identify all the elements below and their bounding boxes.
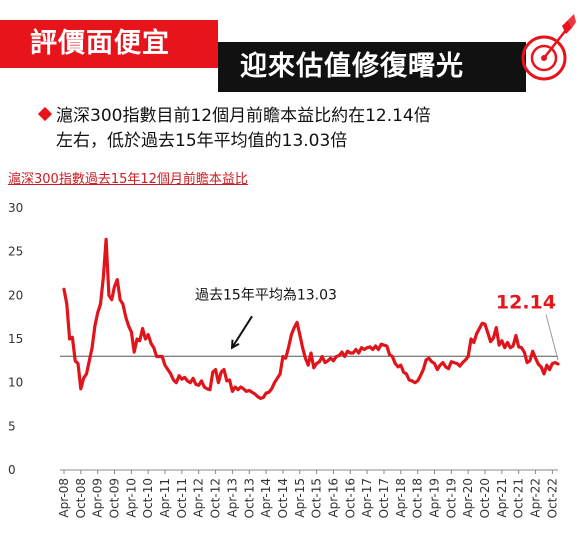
x-tick-label: Oct-20	[478, 478, 492, 518]
x-tick-label: Oct-16	[343, 478, 357, 518]
x-tick-label: Oct-11	[175, 478, 189, 518]
y-tick-label: 30	[8, 201, 23, 215]
x-tick-label: Apr-22	[529, 478, 543, 518]
average-annotation: 過去15年平均為13.03	[195, 288, 337, 304]
y-tick-label: 10	[8, 376, 23, 390]
x-tick-label: Apr-10	[124, 478, 138, 518]
x-tick-label: Oct-17	[377, 478, 391, 518]
y-tick-label: 0	[8, 463, 16, 477]
x-tick-label: Apr-11	[158, 478, 172, 518]
x-tick-label: Apr-12	[192, 478, 206, 518]
last-value-pointer	[545, 314, 559, 361]
last-value-label: 12.14	[496, 291, 556, 313]
bullet-diamond-icon	[37, 106, 53, 122]
x-tick-label: Apr-18	[394, 478, 408, 518]
bullet-line-1: 滬深300指數目前12個月前瞻本益比約在12.14倍	[56, 106, 431, 126]
x-tick-label: Apr-20	[461, 478, 475, 518]
target-arrow-icon	[521, 14, 576, 81]
y-tick-label: 5	[8, 419, 16, 433]
x-tick-label: Apr-08	[57, 478, 71, 518]
summary-bullet: 滬深300指數目前12個月前瞻本益比約在12.14倍 左右，低於過去15年平均值…	[56, 104, 556, 154]
y-axis-ticks: 0 5 10 15 20 25 30	[8, 201, 23, 477]
x-tick-label: Oct-08	[74, 478, 88, 518]
x-tick-label: Oct-14	[276, 478, 290, 518]
x-tick-label: Oct-19	[444, 478, 458, 518]
x-tick-label: Oct-21	[512, 478, 526, 518]
series-line	[62, 237, 560, 400]
x-axis-ticks: Apr-08 Oct-08 Apr-09 Oct-09 Apr-10 Oct-10 Apr-…	[57, 470, 559, 518]
x-tick-label: Oct-13	[242, 478, 256, 518]
x-tick-label: Apr-16	[326, 478, 340, 518]
x-tick-label: Apr-21	[495, 478, 509, 518]
x-tick-label: Apr-19	[428, 478, 442, 518]
y-tick-label: 25	[8, 245, 23, 259]
headline-red: 評價面便宜	[0, 20, 218, 68]
x-tick-label: Apr-14	[259, 478, 273, 518]
y-tick-label: 15	[8, 332, 23, 346]
x-tick-label: Oct-10	[141, 478, 155, 518]
x-tick-label: Oct-15	[310, 478, 324, 518]
x-tick-label: Oct-18	[411, 478, 425, 518]
headline-black: 迎來估值修復曙光	[218, 42, 526, 92]
x-tick-label: Oct-12	[209, 478, 223, 518]
header-banner: 評價面便宜 迎來估值修復曙光	[0, 0, 580, 100]
x-tick-label: Apr-09	[91, 478, 105, 518]
annotation-arrow-icon	[230, 315, 253, 350]
x-tick-label: Apr-17	[360, 478, 374, 518]
x-tick-label: Oct-09	[108, 478, 122, 518]
x-tick-label: Oct-22	[545, 478, 559, 518]
chart-title: 滬深300指數過去15年12個月前瞻本益比	[8, 172, 248, 187]
x-tick-label: Apr-13	[225, 478, 239, 518]
y-tick-label: 20	[8, 288, 23, 302]
bullet-line-2: 左右，低於過去15年平均值的13.03倍	[56, 131, 348, 151]
x-tick-label: Apr-15	[293, 478, 307, 518]
